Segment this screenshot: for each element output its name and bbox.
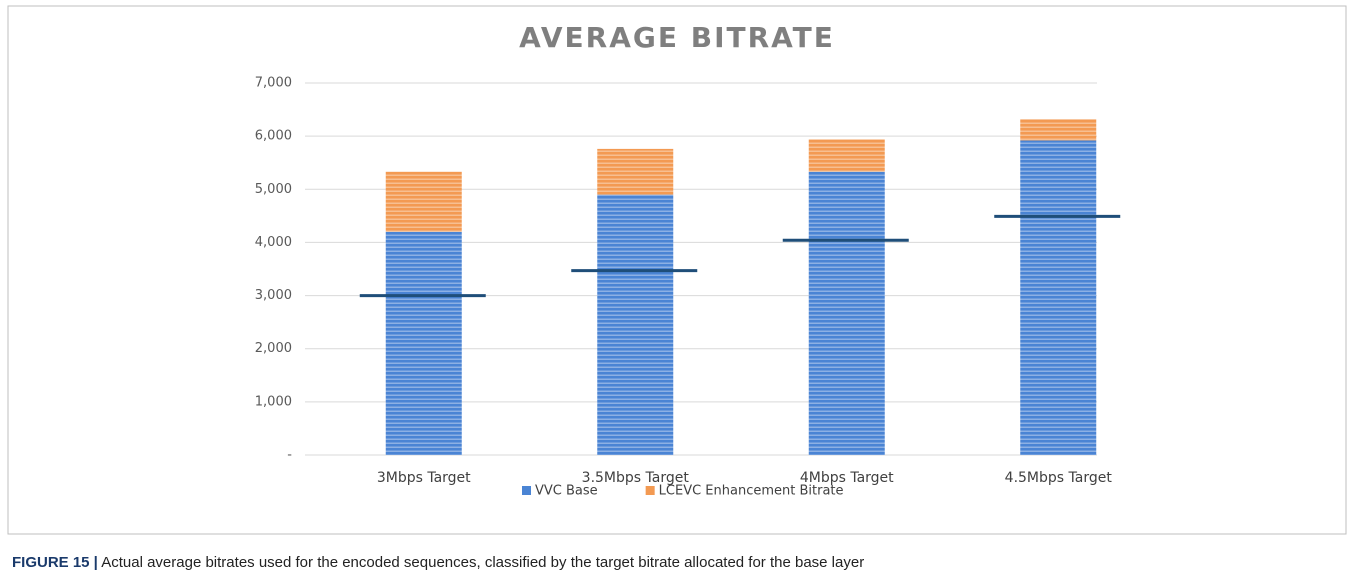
y-tick-label: 1,000 [255,394,292,409]
caption-label: FIGURE 15 | [12,554,98,571]
y-tick-label: 3,000 [255,288,292,303]
x-tick-label: 4.5Mbps Target [1005,470,1113,486]
legend-swatch [522,486,531,495]
bar-segment [808,171,885,455]
x-tick-label: 4Mbps Target [800,470,894,486]
y-tick-label: 6,000 [255,129,292,144]
chart: AVERAGE BITRATE - 1,000 2,000 3,000 4,000 5,0… [7,5,1347,535]
bar-segment [1020,140,1097,455]
bar-segment [1020,119,1097,141]
y-tick-label: 2,000 [255,341,292,356]
bar-segment [385,171,462,232]
caption-text: Actual average bitrates used for the enc… [101,554,865,571]
bar-segment [385,231,462,455]
chart-title: AVERAGE BITRATE [519,21,835,54]
y-tick-label: 4,000 [255,235,292,250]
y-tick-label: 5,000 [255,182,292,197]
y-tick-label: 7,000 [255,76,292,91]
x-tick-label: 3Mbps Target [377,470,471,486]
bar-segment [597,194,674,455]
x-tick-label: 3.5Mbps Target [582,470,690,486]
caption: FIGURE 15 | Actual average bitrates used… [12,554,864,571]
y-tick-label: - [287,448,292,463]
legend-swatch [645,486,655,495]
legend-label: LCEVC Enhancement Bitrate [659,484,844,499]
bar-segment [597,148,674,195]
legend-label: VVC Base [535,484,598,499]
bar-segment [808,139,885,172]
